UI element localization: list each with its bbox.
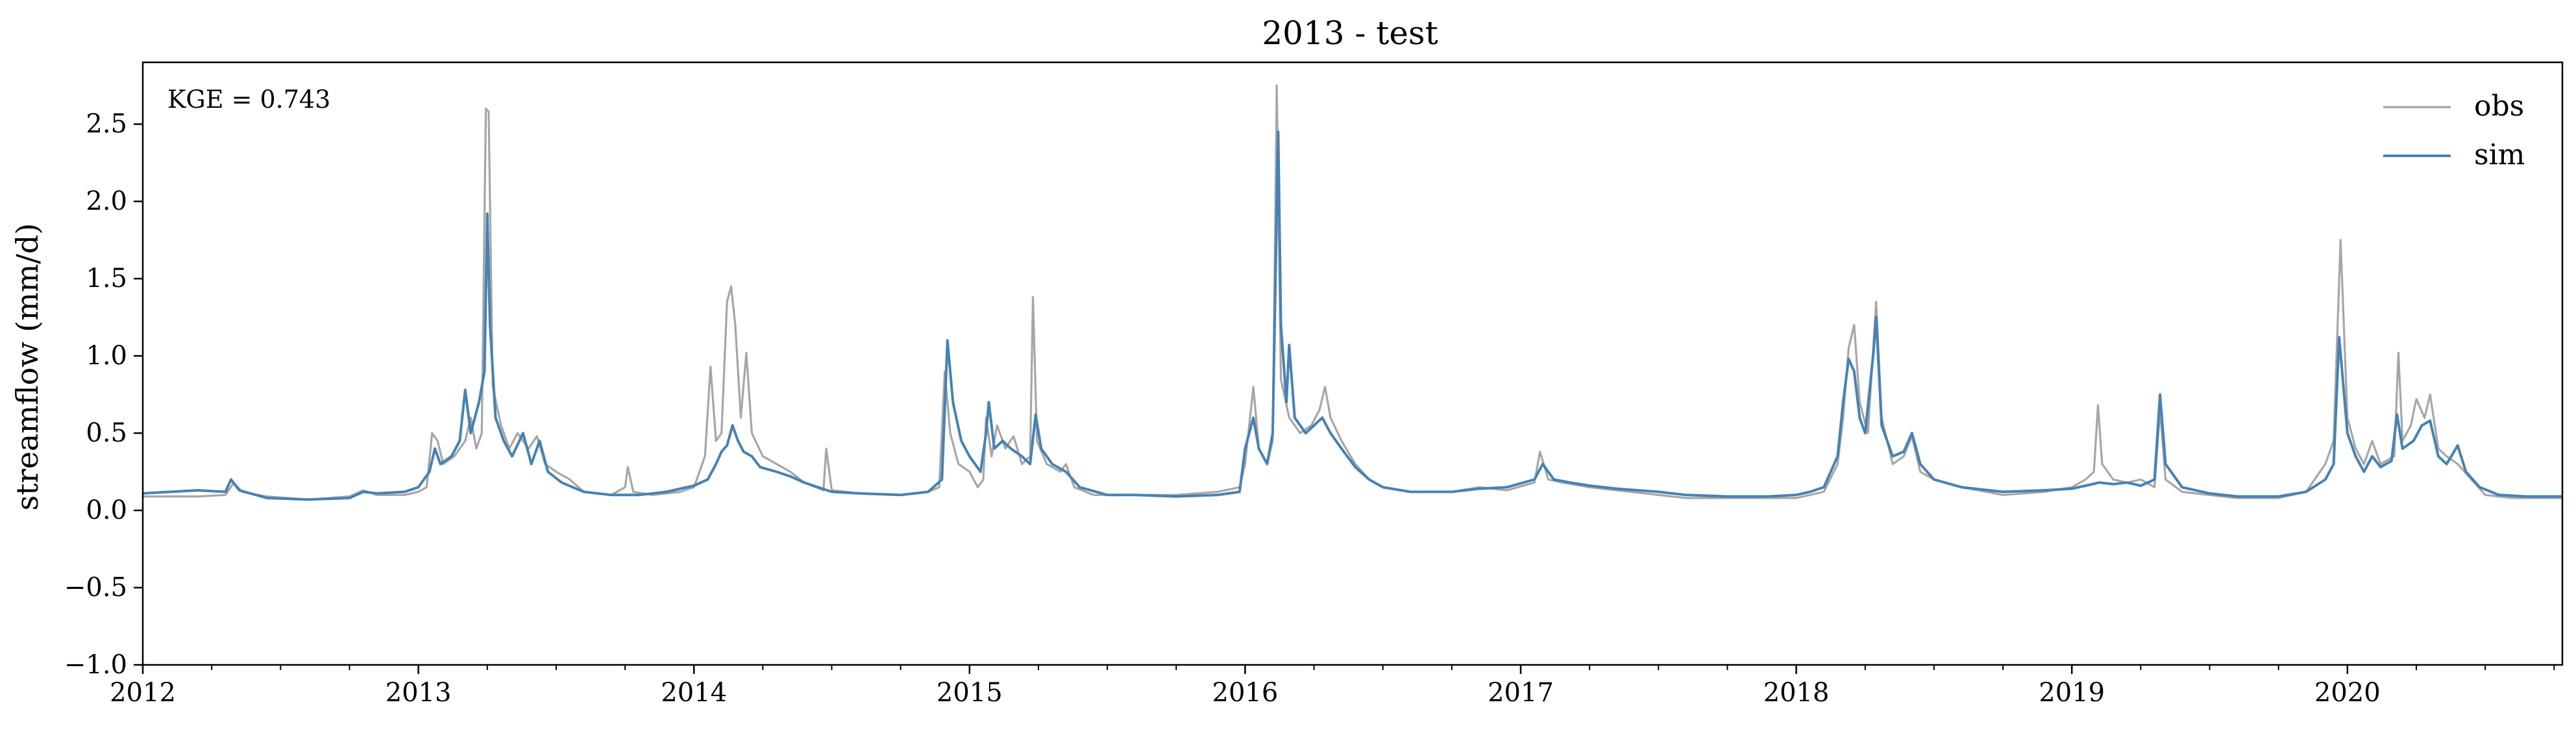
y-tick-label: −0.5 [64,573,127,603]
x-tick-label: 2018 [1763,678,1830,708]
y-tick-label: 0.5 [86,418,127,448]
series-line-sim [142,131,2562,501]
legend-sim-label: sim [2474,138,2525,171]
legend: obs sim [2383,90,2525,171]
x-tick-label: 2012 [110,678,176,708]
kge-annotation: KGE = 0.743 [167,85,330,114]
y-tick-label: 2.0 [86,186,127,216]
y-tick-label: −1.0 [64,650,127,680]
plot-area: −1.0 −0.5 0.0 0.5 1.0 1.5 2.0 2.5 2012 2013 2014 20… [64,61,2564,708]
y-tick-label: 2.5 [86,109,127,139]
x-tick-label: 2016 [1212,678,1279,708]
x-tick-label: 2019 [2039,678,2105,708]
legend-obs-label: obs [2474,90,2524,123]
y-tick-label: 1.5 [86,264,127,293]
x-tick-label: 2013 [386,678,452,708]
y-axis-label: streamflow (mm/d) [10,223,45,511]
axes-frame [141,61,2564,666]
y-tick-label: 0.0 [86,495,127,525]
x-tick-label: 2015 [937,678,1003,708]
x-tick-label: 2020 [2314,678,2381,708]
x-tick-label: 2014 [661,678,727,708]
chart-title: 2013 - test [1262,14,1438,52]
y-tick-label: 1.0 [86,341,127,371]
x-tick-label: 2017 [1488,678,1554,708]
